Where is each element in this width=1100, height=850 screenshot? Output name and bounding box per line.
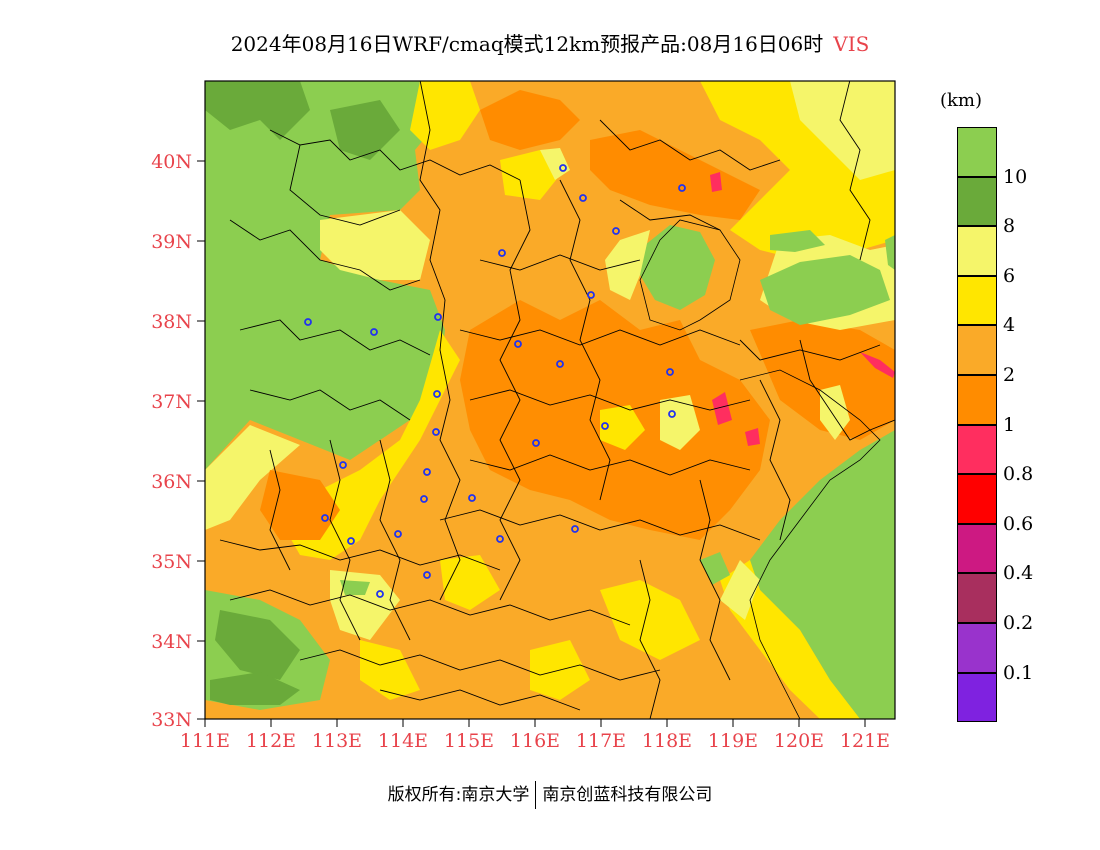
lon-label-119e: 119E xyxy=(708,730,758,752)
lon-label-115e: 115E xyxy=(444,730,494,752)
legend-label: 0.4 xyxy=(1003,563,1033,583)
lon-label-116e: 116E xyxy=(510,730,560,752)
legend-color-box xyxy=(957,425,997,475)
lon-label-121e: 121E xyxy=(840,730,890,752)
legend-label: 0.6 xyxy=(1003,514,1033,534)
lat-label-37n: 37N xyxy=(151,391,192,413)
legend-label: 8 xyxy=(1003,216,1015,236)
lon-label-117e: 117E xyxy=(576,730,626,752)
legend-color-box xyxy=(957,623,997,673)
lat-label-35n: 35N xyxy=(151,551,192,573)
visibility-field xyxy=(205,80,895,719)
legend-label: 4 xyxy=(1003,315,1015,335)
legend-color-box xyxy=(957,375,997,425)
lat-label-39n: 39N xyxy=(151,231,192,253)
legend-label: 6 xyxy=(1003,266,1015,286)
legend-label: 0.2 xyxy=(1003,613,1033,633)
lon-label-113e: 113E xyxy=(312,730,362,752)
legend-color-box xyxy=(957,673,997,723)
legend-label: 2 xyxy=(1003,365,1015,385)
lon-label-111e: 111E xyxy=(180,730,230,752)
lat-label-33n: 33N xyxy=(151,709,192,731)
lat-label-34n: 34N xyxy=(151,631,192,653)
legend-label: 1 xyxy=(1003,415,1015,435)
legend-color-box xyxy=(957,325,997,375)
legend-label: 0.8 xyxy=(1003,464,1033,484)
legend-color-box xyxy=(957,177,997,227)
copyright-right: 南京创蓝科技有限公司 xyxy=(542,785,712,805)
legend-color-box xyxy=(957,573,997,623)
copyright-left: 版权所有:南京大学 xyxy=(388,785,530,805)
copyright-footer: 版权所有:南京大学 南京创蓝科技有限公司 xyxy=(0,780,1100,809)
footer-separator xyxy=(535,781,536,809)
lon-label-112e: 112E xyxy=(246,730,296,752)
legend-color-box xyxy=(957,524,997,574)
legend-color-box xyxy=(957,276,997,326)
lon-label-120e: 120E xyxy=(774,730,824,752)
legend-unit: (km) xyxy=(940,90,982,111)
lat-label-36n: 36N xyxy=(151,471,192,493)
legend-label: 0.1 xyxy=(1003,663,1033,683)
lon-label-118e: 118E xyxy=(642,730,692,752)
legend-label: 10 xyxy=(1003,167,1027,187)
legend-color-box xyxy=(957,127,997,177)
legend-color-box xyxy=(957,474,997,524)
lat-label-38n: 38N xyxy=(151,311,192,333)
lat-label-40n: 40N xyxy=(151,151,192,173)
legend-color-box xyxy=(957,226,997,276)
lon-label-114e: 114E xyxy=(378,730,428,752)
